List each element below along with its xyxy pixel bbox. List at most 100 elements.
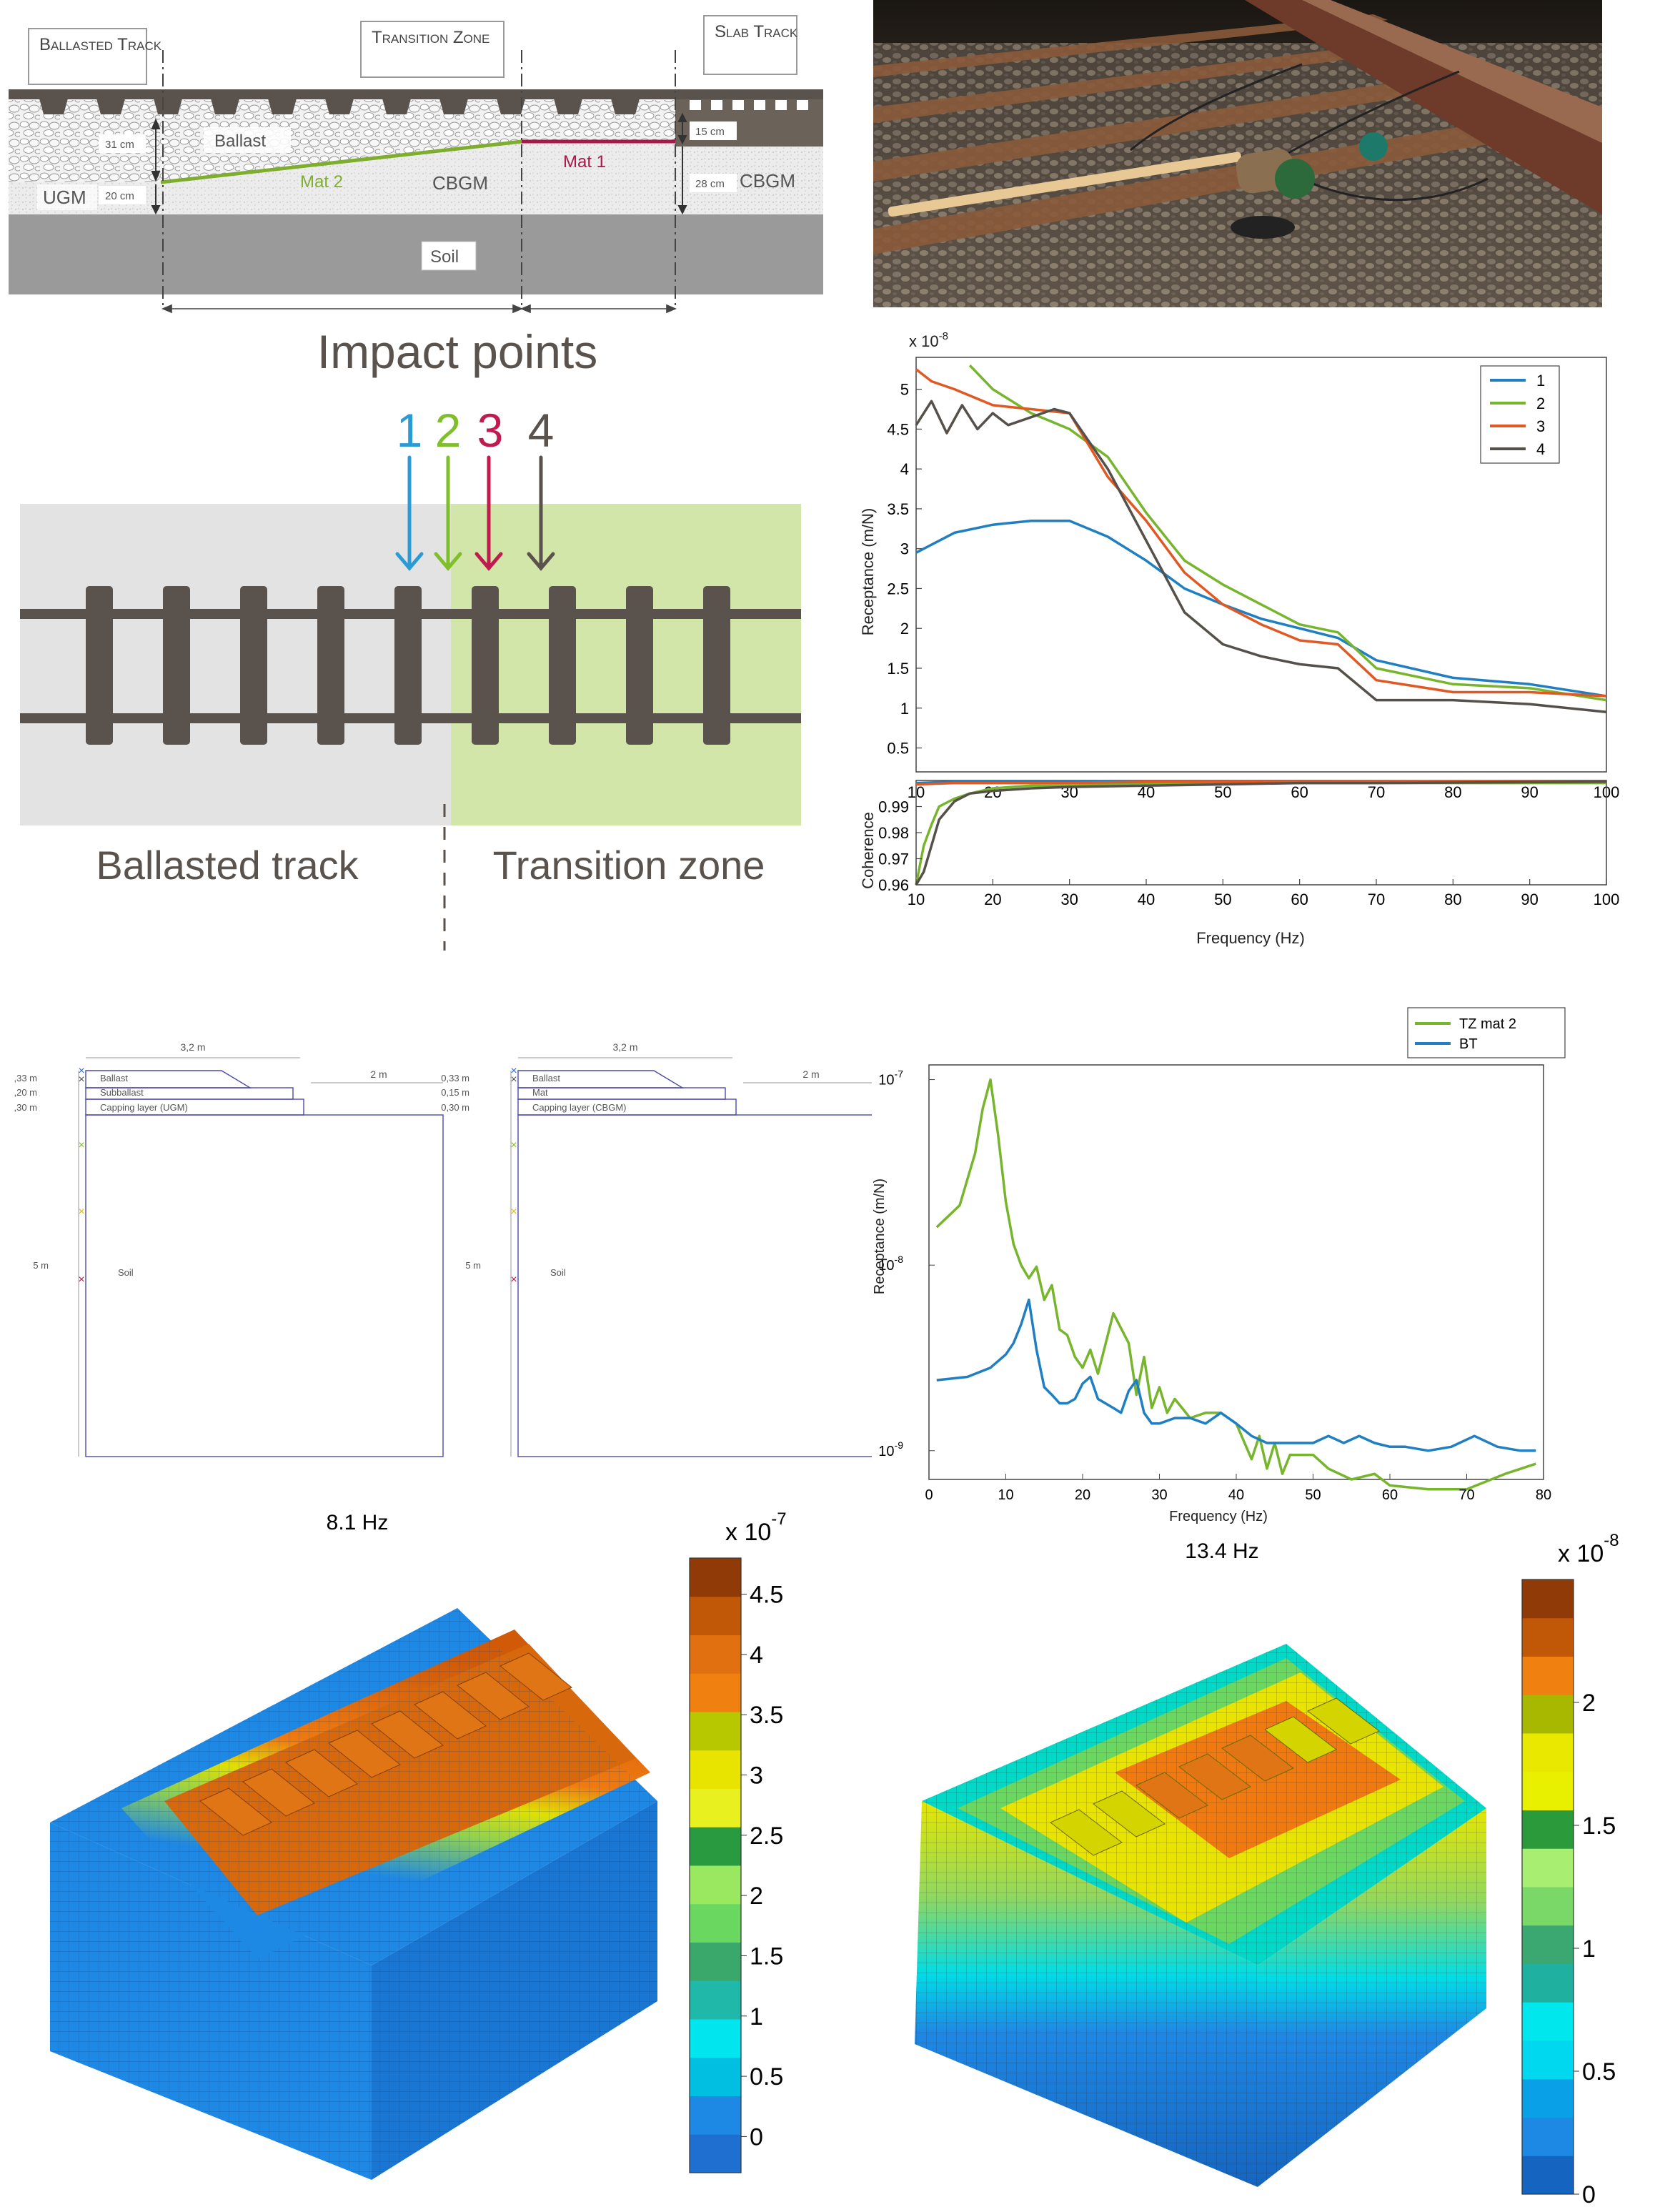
sim-xtick-label: 70 bbox=[1458, 1487, 1474, 1503]
rec-ytick-label: 1.5 bbox=[887, 660, 909, 678]
coh-ytick-label: 0.96 bbox=[878, 876, 909, 894]
mode1-cb-label: 0 bbox=[750, 2123, 763, 2151]
sim-xtick-label: 60 bbox=[1382, 1487, 1398, 1503]
mode1-title: 8.1 Hz bbox=[327, 1511, 389, 1534]
impact-title: Impact points bbox=[317, 325, 598, 378]
mode1-colorbar: 0 0.5 1 1.5 2 2.5 3 3.5 4 4.5 x 10-7 bbox=[689, 1509, 787, 2173]
model-thickness-label: 0,20 m bbox=[14, 1087, 37, 1098]
mode2-cb-label: 0 bbox=[1582, 2181, 1596, 2208]
mat2-line bbox=[160, 139, 522, 184]
rec-ytick-label: 0.5 bbox=[887, 740, 909, 758]
model-layer-label: Ballast bbox=[532, 1073, 560, 1083]
coh-xtick-label: 10 bbox=[908, 891, 925, 908]
rec-legend-label-2: 2 bbox=[1536, 395, 1545, 412]
mode2-cb-label: 1.5 bbox=[1582, 1812, 1616, 1840]
model-diagram-1: 3,2 m 2 m Ballast Subballast Capping layer (… bbox=[9, 1041, 444, 1457]
model-depth-label: 5 m bbox=[33, 1260, 49, 1271]
rec-xtick-label: 50 bbox=[1214, 783, 1231, 801]
model-side-label: 2 m bbox=[370, 1068, 387, 1080]
model-marker: × bbox=[78, 1274, 84, 1286]
model-soil-box bbox=[517, 1114, 876, 1457]
label-mat1: Mat 1 bbox=[563, 152, 606, 172]
rec-ytick-label: 2 bbox=[900, 620, 909, 638]
rec-ytick-label: 2.5 bbox=[887, 580, 909, 597]
mode1-sleeper bbox=[328, 1730, 401, 1778]
mode1-sleeper bbox=[199, 1787, 272, 1836]
model-layer-label: Mat bbox=[532, 1087, 548, 1098]
model-soil-label: Soil bbox=[550, 1267, 566, 1278]
dim-20cm: 20 cm bbox=[105, 190, 134, 202]
coh-xtick-label: 50 bbox=[1214, 891, 1231, 908]
model-marker: × bbox=[510, 1206, 517, 1218]
sim-ylabel: Receptance (m/N) bbox=[872, 1179, 888, 1294]
rec-ytick-label: 5 bbox=[900, 381, 909, 399]
rec-multiplier: x 10-8 bbox=[909, 330, 948, 350]
mode2-sleeper bbox=[1050, 1809, 1123, 1856]
mode1-sleeper bbox=[242, 1768, 315, 1817]
soil-layer bbox=[9, 214, 823, 294]
model-layer-2 bbox=[517, 1087, 726, 1100]
rec-ytick-label: 4.5 bbox=[887, 420, 909, 438]
model-thickness-label: 0,33 m bbox=[441, 1073, 469, 1083]
rail bbox=[9, 89, 823, 99]
mode1-cb-label: 1 bbox=[750, 2003, 763, 2030]
mode2-cb-label: 1 bbox=[1582, 1935, 1596, 1963]
mode2-sleeper bbox=[1093, 1790, 1166, 1837]
mode1-sleeper bbox=[371, 1710, 444, 1759]
rec-series-3 bbox=[915, 368, 1607, 698]
mode-shape-8hz: 8.1 Hz 0 0.5 1 1.5 2 2.5 3 3.5 4 4.5 x 10-7 bbox=[29, 1501, 787, 2208]
coh-xtick-label: 40 bbox=[1138, 891, 1155, 908]
model-layer-label: Capping layer (CBGM) bbox=[532, 1102, 627, 1113]
coh-ytick-label: 0.99 bbox=[878, 798, 909, 816]
rec-ytick-label: 1 bbox=[900, 700, 909, 718]
model-soil-label: Soil bbox=[118, 1267, 134, 1278]
ballasted-zone-bg bbox=[20, 504, 451, 825]
rec-legend bbox=[1480, 365, 1560, 464]
rec-xtick-label: 60 bbox=[1291, 783, 1308, 801]
sim-ytick-label: 10-7 bbox=[878, 1068, 903, 1088]
sim-xtick-label: 50 bbox=[1305, 1487, 1321, 1503]
model-side-label: 2 m bbox=[802, 1068, 819, 1080]
sim-xtick-label: 40 bbox=[1228, 1487, 1244, 1503]
track-section-diagram: Ballasted Track Transition Zone Slab Tra… bbox=[0, 0, 843, 329]
mode2-sleeper bbox=[1221, 1735, 1294, 1782]
sim-ytick-label: 10-9 bbox=[878, 1439, 903, 1459]
coh-xtick-label: 20 bbox=[984, 891, 1001, 908]
label-cbgm-right: CBGM bbox=[740, 170, 795, 192]
model-marker: × bbox=[510, 1073, 517, 1086]
impact-point-3: 3 bbox=[477, 404, 504, 457]
impact-point-1: 1 bbox=[397, 404, 423, 457]
measured-receptance-chart: 0.5 1 1.5 2 2.5 3 3.5 4 4.5 5 10 20 30 40 50 60 70 80 90 10… bbox=[836, 314, 1636, 958]
sim-xtick-label: 10 bbox=[998, 1487, 1013, 1503]
coh-xtick-label: 70 bbox=[1368, 891, 1385, 908]
impact-point-4: 4 bbox=[528, 404, 555, 457]
model-marker: × bbox=[78, 1206, 84, 1218]
label-ballasted-track-1: Ballasted Track bbox=[39, 35, 162, 54]
sim-legend bbox=[1407, 1007, 1566, 1058]
rec-legend-label-3: 3 bbox=[1536, 417, 1545, 435]
coh-ytick-label: 0.97 bbox=[878, 850, 909, 868]
mode1-cb-label: 1.5 bbox=[750, 1943, 783, 1970]
model-layer-label: Subballast bbox=[100, 1087, 144, 1098]
label-mat2: Mat 2 bbox=[300, 172, 343, 192]
sim-ytick-label: 10-8 bbox=[878, 1254, 903, 1274]
sleepers-plan bbox=[86, 586, 730, 745]
rec-xtick-label: 70 bbox=[1368, 783, 1385, 801]
mode1-cb-label: 4.5 bbox=[750, 1582, 783, 1609]
mode2-colorbar: 0 0.5 1 1.5 2 x 10-8 bbox=[1521, 1531, 1619, 2208]
sim-legend-label: BT bbox=[1459, 1036, 1478, 1052]
mode2-sleeper bbox=[1135, 1772, 1208, 1819]
slab-fasteners bbox=[690, 100, 808, 110]
label-ballasted-track: Ballasted track bbox=[96, 843, 359, 888]
coh-xtick-label: 60 bbox=[1291, 891, 1308, 908]
model-thickness-label: 0,15 m bbox=[441, 1087, 469, 1098]
coh-xlabel: Frequency (Hz) bbox=[1196, 929, 1305, 947]
mode1-cb-label: 4 bbox=[750, 1642, 763, 1669]
label-slab-track: Slab Track bbox=[715, 22, 798, 41]
mode1-sleeper bbox=[500, 1652, 572, 1701]
label-cbgm-mid: CBGM bbox=[432, 172, 488, 194]
coh-xtick-label: 90 bbox=[1521, 891, 1538, 908]
model-marker: × bbox=[510, 1065, 517, 1077]
rec-series-4 bbox=[915, 400, 1607, 714]
model-marker: × bbox=[78, 1139, 84, 1151]
